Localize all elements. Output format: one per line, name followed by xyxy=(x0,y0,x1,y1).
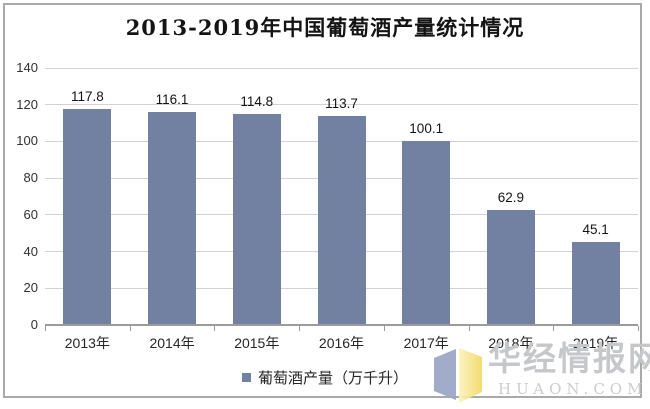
y-axis-label: 60 xyxy=(23,206,38,222)
gridline xyxy=(45,104,638,106)
bar-value-label: 62.9 xyxy=(497,189,525,205)
y-axis-label: 80 xyxy=(23,170,38,186)
axis-tick xyxy=(638,326,639,331)
legend-marker-icon xyxy=(241,373,251,382)
y-axis-label: 40 xyxy=(23,243,38,259)
y-axis-label: 0 xyxy=(30,317,38,332)
axis-tick xyxy=(45,326,46,331)
chart-border xyxy=(3,3,642,398)
legend-label: 葡萄酒产量（万千升） xyxy=(257,370,408,387)
bar xyxy=(402,141,451,325)
bar-value-label: 113.7 xyxy=(325,96,358,112)
bar-value-label: 116.1 xyxy=(155,91,189,107)
x-axis-label: 2016年 xyxy=(318,335,365,351)
axis-tick xyxy=(468,326,470,331)
axis-tick xyxy=(299,326,301,331)
axis-tick xyxy=(383,326,385,331)
x-axis-label: 2013年 xyxy=(64,335,110,351)
bar-value-label: 100.1 xyxy=(409,121,444,137)
x-axis-line xyxy=(45,324,638,326)
x-axis-label: 2014年 xyxy=(149,335,195,351)
y-axis-label: 140 xyxy=(16,60,38,75)
bar-value-label: 114.8 xyxy=(240,94,274,110)
axis-tick xyxy=(214,326,216,331)
legend: 葡萄酒产量（万千升） xyxy=(0,367,650,388)
bar xyxy=(232,114,281,325)
x-axis-label: 2015年 xyxy=(234,335,280,351)
chart-title: 2013-2019年中国葡萄酒产量统计情况 xyxy=(125,15,525,40)
bar xyxy=(317,116,366,325)
bar xyxy=(571,242,620,325)
y-axis-label: 100 xyxy=(16,133,38,149)
bar-value-label: 117.8 xyxy=(70,88,104,104)
bar-value-label: 45.1 xyxy=(582,222,609,238)
gridline xyxy=(45,67,638,69)
y-axis-label: 20 xyxy=(23,280,38,296)
axis-tick xyxy=(129,326,131,331)
axis-tick xyxy=(553,326,555,331)
x-axis-label: 2019年 xyxy=(573,335,619,351)
y-axis-label: 120 xyxy=(16,96,38,112)
bar xyxy=(148,111,197,325)
x-axis-label: 2018年 xyxy=(488,335,534,351)
bar xyxy=(63,108,112,325)
x-axis-label: 2017年 xyxy=(403,335,449,351)
bar xyxy=(486,209,535,325)
